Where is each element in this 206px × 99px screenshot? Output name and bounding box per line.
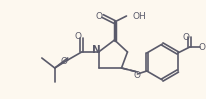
Text: O: O — [60, 58, 67, 67]
Text: OH: OH — [132, 11, 146, 20]
Text: O: O — [198, 42, 205, 51]
Text: O: O — [95, 11, 102, 20]
Text: O: O — [74, 31, 81, 40]
Text: O: O — [134, 71, 141, 80]
Text: N: N — [92, 45, 101, 55]
Text: O: O — [182, 32, 189, 41]
